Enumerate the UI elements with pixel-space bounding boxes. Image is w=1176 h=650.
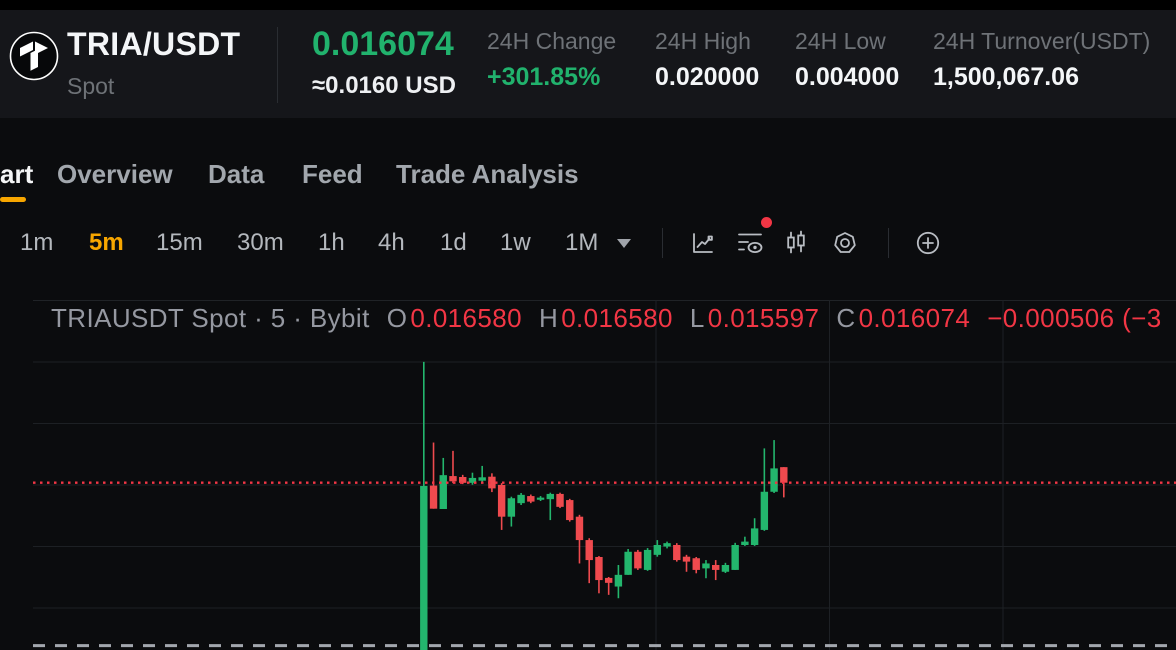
timeframe-1m[interactable]: 1m <box>20 229 54 256</box>
candle-body-up <box>536 497 545 500</box>
tab-feed[interactable]: Feed <box>302 159 363 189</box>
candle-body-up <box>731 545 739 570</box>
candle-body-up <box>420 485 428 650</box>
candle-body-down <box>459 477 467 483</box>
divider <box>888 228 889 258</box>
timeframe-1h[interactable]: 1h <box>318 229 345 256</box>
candle-body-down <box>604 577 613 583</box>
stat-label: 24H Turnover(USDT) <box>933 28 1151 54</box>
legend-ohlc-key: O <box>386 303 408 333</box>
candle-body-down <box>673 545 681 561</box>
chevron-down-icon[interactable] <box>617 239 631 248</box>
tab-bar: art Overview Data Feed Trade Analysis <box>0 150 1176 206</box>
active-tab-underline <box>0 197 26 202</box>
candle-body-up <box>663 543 671 547</box>
notification-dot <box>761 217 772 228</box>
price-chart-canvas[interactable] <box>0 300 1176 650</box>
ticker-header: TRIA/USDT Spot 0.016074 ≈0.0160 USD 24H … <box>0 10 1176 118</box>
pair-name: TRIA/USDT <box>67 26 241 62</box>
candle-body-down <box>634 551 642 569</box>
stat-value: 0.004000 <box>795 63 900 91</box>
candle-body-down <box>488 476 496 489</box>
timeframe-5m[interactable]: 5m <box>89 229 124 256</box>
candle-body-up <box>517 494 525 504</box>
candle-body-down <box>527 496 535 502</box>
candle-body-up <box>439 475 447 509</box>
token-logo <box>9 31 59 81</box>
stat-label: 24H Low <box>795 28 886 54</box>
candle-body-up <box>770 468 778 492</box>
candle-body-up <box>760 491 769 530</box>
legend-ohlc-key: L <box>689 303 705 333</box>
tab-overview[interactable]: Overview <box>57 159 173 189</box>
timeframe-1M[interactable]: 1M <box>565 229 599 256</box>
candle-body-up <box>624 551 632 575</box>
market-type-label: Spot <box>67 73 115 99</box>
legend-ohlc-value: 0.015597 <box>707 303 820 333</box>
stat-value: 0.020000 <box>655 63 760 91</box>
divider <box>277 27 278 103</box>
chart-toolbar: 1m 5m 15m 30m 1h 4h 1d 1w 1M <box>0 218 1176 268</box>
line-chart-icon[interactable] <box>689 229 717 257</box>
top-strip <box>0 0 1176 10</box>
candle-body-up <box>702 563 710 569</box>
candle-body-down <box>780 467 788 483</box>
candle-body-down <box>429 485 438 509</box>
tab-data[interactable]: Data <box>208 159 265 189</box>
candle-body-down <box>575 516 584 541</box>
price-chart: TRIAUSDT Spot · 5 · Bybit O 0.016580 H 0.016… <box>0 300 1176 650</box>
candle-style-icon[interactable] <box>782 229 810 257</box>
timeframe-15m[interactable]: 15m <box>156 229 203 256</box>
stat-label: 24H High <box>655 28 751 54</box>
stat-value: +301.85% <box>487 63 601 91</box>
timeframe-1d[interactable]: 1d <box>440 229 467 256</box>
candle-body-down <box>585 540 593 561</box>
candle-body-down <box>682 556 691 562</box>
stat-label: 24H Change <box>487 28 617 54</box>
legend-ohlc-key: H <box>539 303 559 333</box>
candle-body-up <box>750 528 759 545</box>
candle-body-up <box>507 498 516 517</box>
legend-ohlc-value: 0.016074 <box>858 303 971 333</box>
candle-body-up <box>741 541 749 545</box>
candle-body-down <box>566 500 574 521</box>
candle-body-down <box>692 558 700 570</box>
candle-body-down <box>497 485 506 517</box>
stat-value: 1,500,067.06 <box>933 63 1079 91</box>
divider <box>33 300 1176 301</box>
candle-body-up <box>614 574 623 587</box>
candle-body-down <box>595 557 603 581</box>
indicators-icon[interactable] <box>736 229 764 257</box>
candle-body-up <box>643 549 652 570</box>
legend-ohlc-key: C <box>836 303 856 333</box>
candle-body-down <box>556 493 564 507</box>
candle-body-up <box>653 545 662 555</box>
candle-body-up <box>468 477 477 483</box>
timeframe-1w[interactable]: 1w <box>500 229 531 256</box>
timeframe-4h[interactable]: 4h <box>378 229 405 256</box>
chart-legend: TRIAUSDT Spot · 5 · Bybit O 0.016580 H 0.016… <box>51 303 1162 333</box>
candle-body-up <box>478 477 486 481</box>
tab-trade-analysis[interactable]: Trade Analysis <box>396 159 579 189</box>
price-usd-conversion: ≈0.0160 USD <box>312 72 456 99</box>
candle-body-down <box>712 565 720 570</box>
legend-ohlc-value: 0.016580 <box>410 303 522 333</box>
timeframe-30m[interactable]: 30m <box>237 229 284 256</box>
tab-art[interactable]: art <box>0 159 34 189</box>
legend-symbol: TRIAUSDT Spot · 5 · Bybit <box>51 303 370 333</box>
legend-change: −0.000506 (−3 <box>987 303 1162 333</box>
candle-body-up <box>721 565 730 572</box>
chart-settings-icon[interactable] <box>831 229 859 257</box>
last-price: 0.016074 <box>312 25 454 63</box>
divider <box>662 228 663 258</box>
candle-body-up <box>546 493 554 500</box>
add-compare-icon[interactable] <box>914 229 942 257</box>
candle-body-down <box>449 476 457 482</box>
legend-ohlc-value: 0.016580 <box>561 303 673 333</box>
